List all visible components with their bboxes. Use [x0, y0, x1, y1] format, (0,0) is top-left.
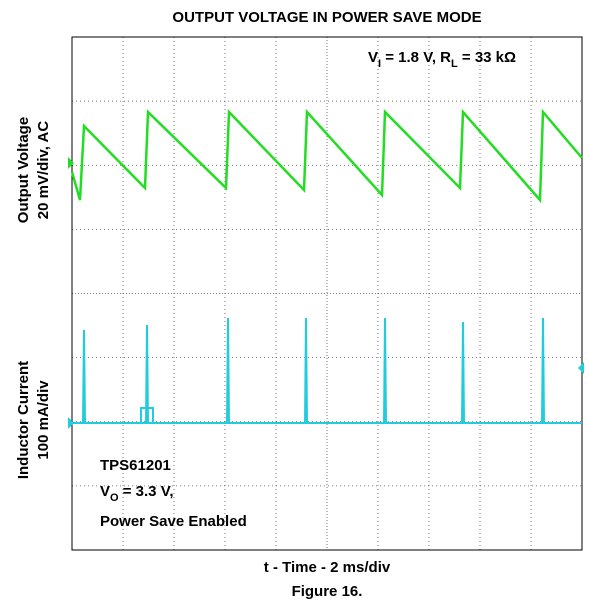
y-axis-label: Output Voltage — [15, 117, 32, 223]
marker — [68, 417, 74, 429]
current-burst — [140, 407, 154, 424]
y-axis-label: 100 mA/div — [35, 380, 52, 460]
y-axis-label: 20 mV/div, AC — [35, 121, 52, 220]
marker — [578, 362, 584, 374]
grid — [72, 37, 582, 550]
x-axis-label: t - Time - 2 ms/div — [264, 559, 391, 576]
marker — [68, 157, 74, 169]
annotation: VO = 3.3 V, — [100, 483, 174, 504]
caption: Figure 16. — [292, 583, 363, 600]
chart-title: OUTPUT VOLTAGE IN POWER SAVE MODE — [172, 9, 481, 26]
annotation: Power Save Enabled — [100, 513, 247, 530]
y-axis-label: Inductor Current — [15, 361, 32, 479]
voltage-trace — [70, 108, 583, 204]
annotation: TPS61201 — [100, 457, 171, 474]
plot-frame — [71, 36, 583, 551]
current-trace — [72, 317, 582, 424]
annotation: VI = 1.8 V, RL = 33 kΩ — [368, 49, 516, 70]
